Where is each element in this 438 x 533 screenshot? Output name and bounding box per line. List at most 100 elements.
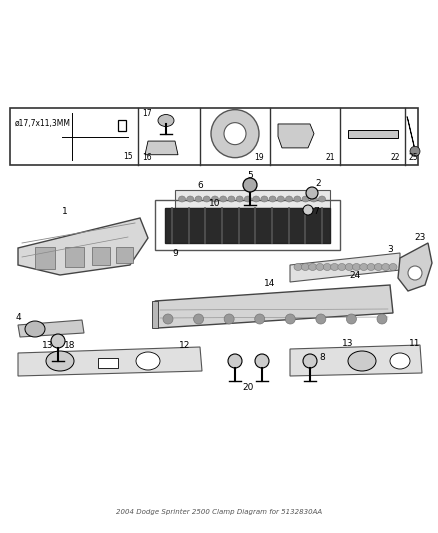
Text: 25: 25	[408, 153, 418, 162]
Bar	[175, 190, 330, 208]
Text: 22: 22	[391, 153, 400, 162]
Bar	[65, 247, 84, 267]
Text: 7: 7	[313, 207, 319, 216]
Bar	[118, 120, 126, 131]
Ellipse shape	[158, 115, 174, 126]
Ellipse shape	[261, 196, 268, 202]
Ellipse shape	[348, 351, 376, 371]
Ellipse shape	[163, 314, 173, 324]
Text: 15: 15	[124, 152, 133, 161]
Text: 5: 5	[247, 171, 253, 180]
Ellipse shape	[285, 314, 295, 324]
Text: 6: 6	[197, 181, 203, 190]
Bar	[10, 108, 418, 165]
Text: 21: 21	[325, 153, 335, 162]
Text: 17: 17	[142, 109, 152, 118]
Bar	[155, 200, 340, 250]
Bar	[98, 358, 118, 368]
Ellipse shape	[306, 187, 318, 199]
Text: 23: 23	[414, 232, 426, 241]
Ellipse shape	[228, 354, 242, 368]
Text: 2: 2	[315, 179, 321, 188]
Ellipse shape	[331, 263, 339, 271]
Ellipse shape	[136, 352, 160, 370]
Ellipse shape	[310, 196, 317, 202]
Bar	[92, 247, 110, 265]
Text: 4: 4	[15, 313, 21, 322]
Text: 8: 8	[319, 353, 325, 362]
Bar	[116, 247, 133, 263]
Ellipse shape	[390, 353, 410, 369]
Polygon shape	[18, 320, 84, 337]
Text: 18: 18	[64, 341, 76, 350]
Bar	[35, 247, 55, 269]
Text: ø17,7x11,3MM: ø17,7x11,3MM	[15, 119, 71, 128]
Ellipse shape	[316, 314, 326, 324]
Text: 16: 16	[142, 153, 152, 162]
Ellipse shape	[269, 196, 276, 202]
Ellipse shape	[187, 196, 194, 202]
Ellipse shape	[255, 354, 269, 368]
Ellipse shape	[236, 196, 243, 202]
Ellipse shape	[294, 263, 302, 271]
Text: 2004 Dodge Sprinter 2500 Clamp Diagram for 5132830AA: 2004 Dodge Sprinter 2500 Clamp Diagram f…	[116, 509, 322, 515]
Ellipse shape	[338, 263, 346, 271]
Ellipse shape	[277, 196, 284, 202]
Ellipse shape	[25, 321, 45, 337]
Text: 24: 24	[350, 271, 360, 279]
Ellipse shape	[253, 196, 260, 202]
Text: 9: 9	[172, 249, 178, 259]
Ellipse shape	[374, 263, 382, 271]
Ellipse shape	[408, 266, 422, 280]
Ellipse shape	[286, 196, 293, 202]
Text: 14: 14	[264, 279, 276, 287]
Polygon shape	[152, 301, 158, 328]
Ellipse shape	[353, 263, 360, 271]
Text: 10: 10	[209, 198, 221, 207]
Ellipse shape	[303, 205, 313, 215]
Ellipse shape	[410, 147, 420, 156]
Text: 13: 13	[342, 338, 354, 348]
Ellipse shape	[389, 263, 397, 271]
Polygon shape	[278, 124, 314, 148]
Ellipse shape	[220, 196, 227, 202]
Ellipse shape	[194, 314, 204, 324]
Ellipse shape	[51, 334, 65, 348]
Ellipse shape	[212, 196, 219, 202]
Polygon shape	[398, 243, 432, 291]
Text: 11: 11	[409, 338, 421, 348]
Polygon shape	[18, 347, 202, 376]
Ellipse shape	[179, 196, 186, 202]
Bar	[165, 208, 330, 243]
Ellipse shape	[377, 314, 387, 324]
Ellipse shape	[381, 263, 390, 271]
Polygon shape	[18, 218, 148, 275]
Text: 13: 13	[42, 341, 54, 350]
Ellipse shape	[318, 196, 325, 202]
Ellipse shape	[244, 196, 251, 202]
Polygon shape	[155, 285, 393, 328]
Ellipse shape	[316, 263, 324, 271]
Ellipse shape	[367, 263, 375, 271]
Ellipse shape	[211, 110, 259, 158]
Ellipse shape	[345, 263, 353, 271]
Polygon shape	[407, 117, 416, 154]
Text: 20: 20	[242, 384, 254, 392]
Ellipse shape	[303, 354, 317, 368]
Polygon shape	[145, 141, 178, 155]
Ellipse shape	[203, 196, 210, 202]
Ellipse shape	[255, 314, 265, 324]
Ellipse shape	[224, 123, 246, 144]
Text: 3: 3	[387, 245, 393, 254]
Polygon shape	[290, 345, 422, 376]
Ellipse shape	[228, 196, 235, 202]
Ellipse shape	[243, 178, 257, 192]
Ellipse shape	[309, 263, 317, 271]
Ellipse shape	[360, 263, 368, 271]
Bar	[348, 130, 398, 138]
Ellipse shape	[323, 263, 331, 271]
Text: 19: 19	[254, 153, 264, 162]
Text: 1: 1	[62, 206, 68, 215]
Polygon shape	[290, 253, 400, 282]
Text: 12: 12	[179, 341, 191, 350]
